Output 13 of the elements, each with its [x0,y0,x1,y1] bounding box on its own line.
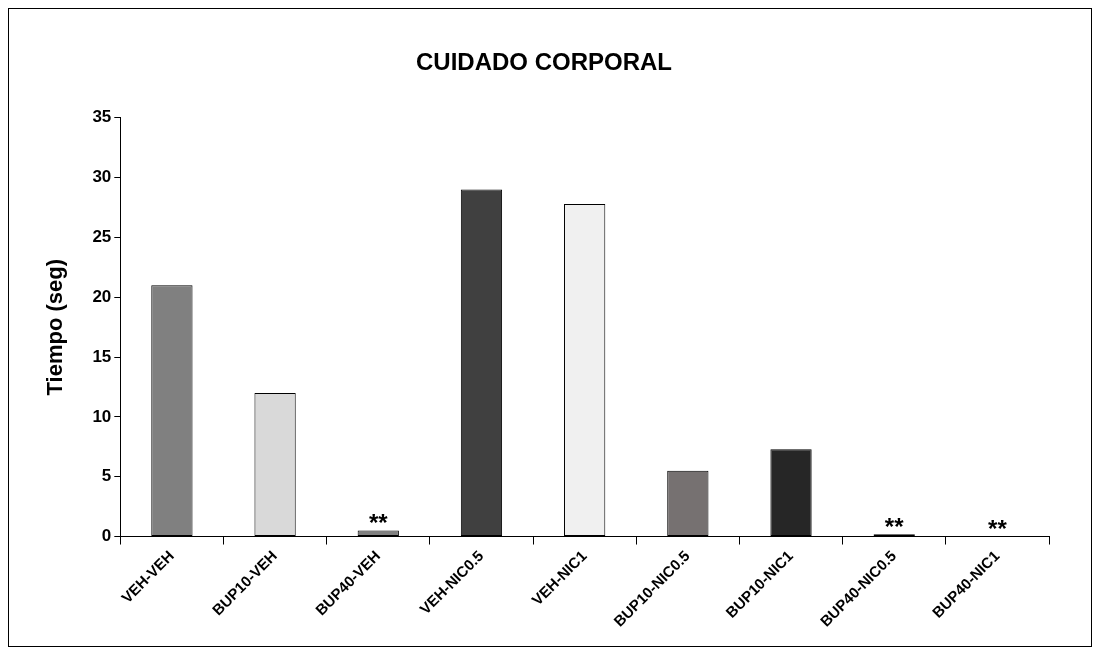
y-tick-label: 5 [101,466,112,486]
y-tick-label: 35 [92,107,112,127]
y-tick-label: 20 [92,286,112,306]
y-tick-label: 30 [92,167,112,187]
y-tick-label: 0 [101,526,112,546]
annotation: ** [988,515,1008,543]
y-tick-label: 10 [92,406,112,426]
annotation: ** [884,512,905,540]
annotation: ** [368,509,389,537]
y-tick-label: 15 [92,346,112,366]
chart-title: CUIDADO CORPORAL [416,48,672,76]
y-tick-label: 25 [92,227,112,247]
y-axis-title: Tiempo (seg) [42,258,68,396]
